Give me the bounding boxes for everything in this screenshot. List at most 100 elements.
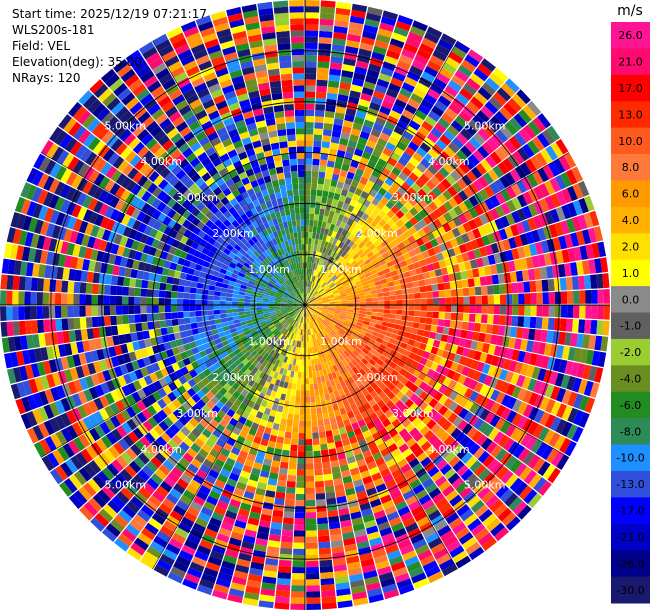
velocity-gate — [322, 275, 328, 282]
velocity-gate — [1, 337, 10, 353]
velocity-gate — [393, 125, 405, 136]
velocity-gate — [344, 151, 354, 160]
velocity-gate — [230, 446, 241, 456]
velocity-gate — [319, 30, 333, 38]
velocity-gate — [443, 387, 453, 398]
velocity-gate — [494, 527, 510, 542]
velocity-gate — [377, 399, 386, 409]
velocity-gate — [146, 405, 157, 417]
velocity-gate — [326, 270, 332, 277]
velocity-gate — [278, 559, 292, 567]
velocity-gate — [257, 292, 264, 297]
velocity-gate — [388, 428, 399, 438]
velocity-gate — [327, 256, 333, 263]
velocity-gate — [320, 375, 326, 383]
velocity-gate — [309, 256, 313, 263]
velocity-gate — [247, 371, 255, 379]
velocity-gate — [490, 334, 498, 345]
velocity-gate — [280, 302, 287, 304]
velocity-gate — [309, 377, 314, 385]
velocity-gate — [554, 305, 562, 318]
velocity-gate — [384, 256, 392, 264]
velocity-gate — [68, 330, 77, 343]
velocity-gate — [146, 460, 159, 473]
velocity-gate — [351, 585, 366, 594]
velocity-gate — [238, 508, 250, 518]
velocity-gate — [477, 175, 489, 188]
velocity-gate — [369, 286, 377, 291]
velocity-gate — [346, 555, 360, 564]
velocity-gate — [368, 265, 376, 272]
velocity-gate — [253, 493, 265, 502]
velocity-gate — [399, 368, 408, 377]
velocity-gate — [142, 330, 150, 340]
velocity-gate — [321, 282, 327, 288]
velocity-gate — [327, 353, 333, 361]
velocity-gate — [421, 336, 429, 345]
velocity-gate — [325, 334, 331, 341]
velocity-gate — [276, 339, 282, 346]
velocity-gate — [168, 355, 177, 365]
velocity-gate — [202, 355, 210, 363]
velocity-gate — [522, 451, 536, 466]
velocity-gate — [245, 585, 261, 595]
velocity-gate — [116, 354, 126, 366]
velocity-gate — [427, 408, 438, 419]
velocity-gate — [397, 413, 407, 424]
velocity-gate — [482, 172, 494, 185]
velocity-gate — [231, 273, 238, 279]
velocity-gate — [310, 301, 317, 304]
velocity-gate — [338, 354, 345, 362]
velocity-gate — [342, 280, 349, 286]
velocity-gate — [385, 423, 395, 433]
velocity-gate — [480, 159, 492, 172]
velocity-gate — [215, 374, 224, 383]
velocity-gate — [268, 363, 275, 371]
velocity-gate — [240, 321, 247, 326]
velocity-gate — [186, 506, 200, 517]
velocity-gate — [340, 312, 347, 316]
velocity-gate — [386, 458, 397, 468]
velocity-gate — [343, 223, 351, 231]
velocity-gate — [280, 307, 288, 311]
velocity-gate — [306, 286, 308, 293]
velocity-gate — [314, 294, 321, 299]
velocity-gate — [319, 315, 325, 321]
velocity-gate — [199, 252, 207, 261]
velocity-gate — [328, 80, 340, 88]
velocity-gate — [305, 518, 317, 525]
velocity-gate — [255, 397, 263, 406]
velocity-gate — [192, 375, 202, 384]
velocity-gate — [189, 479, 202, 490]
velocity-gate — [324, 361, 329, 369]
velocity-gate — [316, 297, 323, 301]
velocity-gate — [515, 221, 526, 235]
velocity-gate — [298, 365, 302, 372]
velocity-gate — [464, 123, 477, 137]
velocity-gate — [266, 402, 273, 410]
velocity-gate — [313, 383, 319, 390]
velocity-gate — [307, 293, 310, 300]
velocity-gate — [422, 194, 433, 205]
velocity-gate — [106, 380, 116, 392]
velocity-gate — [597, 289, 604, 304]
velocity-gate — [533, 477, 547, 493]
velocity-gate — [408, 249, 417, 258]
velocity-gate — [268, 308, 275, 311]
velocity-gate — [306, 542, 318, 549]
velocity-gate — [374, 378, 383, 387]
velocity-gate — [313, 257, 318, 264]
velocity-gate — [413, 203, 424, 213]
velocity-gate — [154, 370, 164, 380]
velocity-gate — [292, 383, 297, 390]
velocity-gate — [417, 228, 427, 238]
velocity-gate — [352, 591, 368, 600]
velocity-gate — [244, 311, 251, 315]
velocity-gate — [542, 464, 556, 480]
velocity-gate — [335, 349, 341, 356]
velocity-gate — [370, 334, 378, 341]
velocity-gate — [186, 447, 198, 458]
velocity-gate — [460, 128, 473, 141]
velocity-gate — [400, 463, 412, 474]
velocity-gate — [64, 343, 73, 356]
